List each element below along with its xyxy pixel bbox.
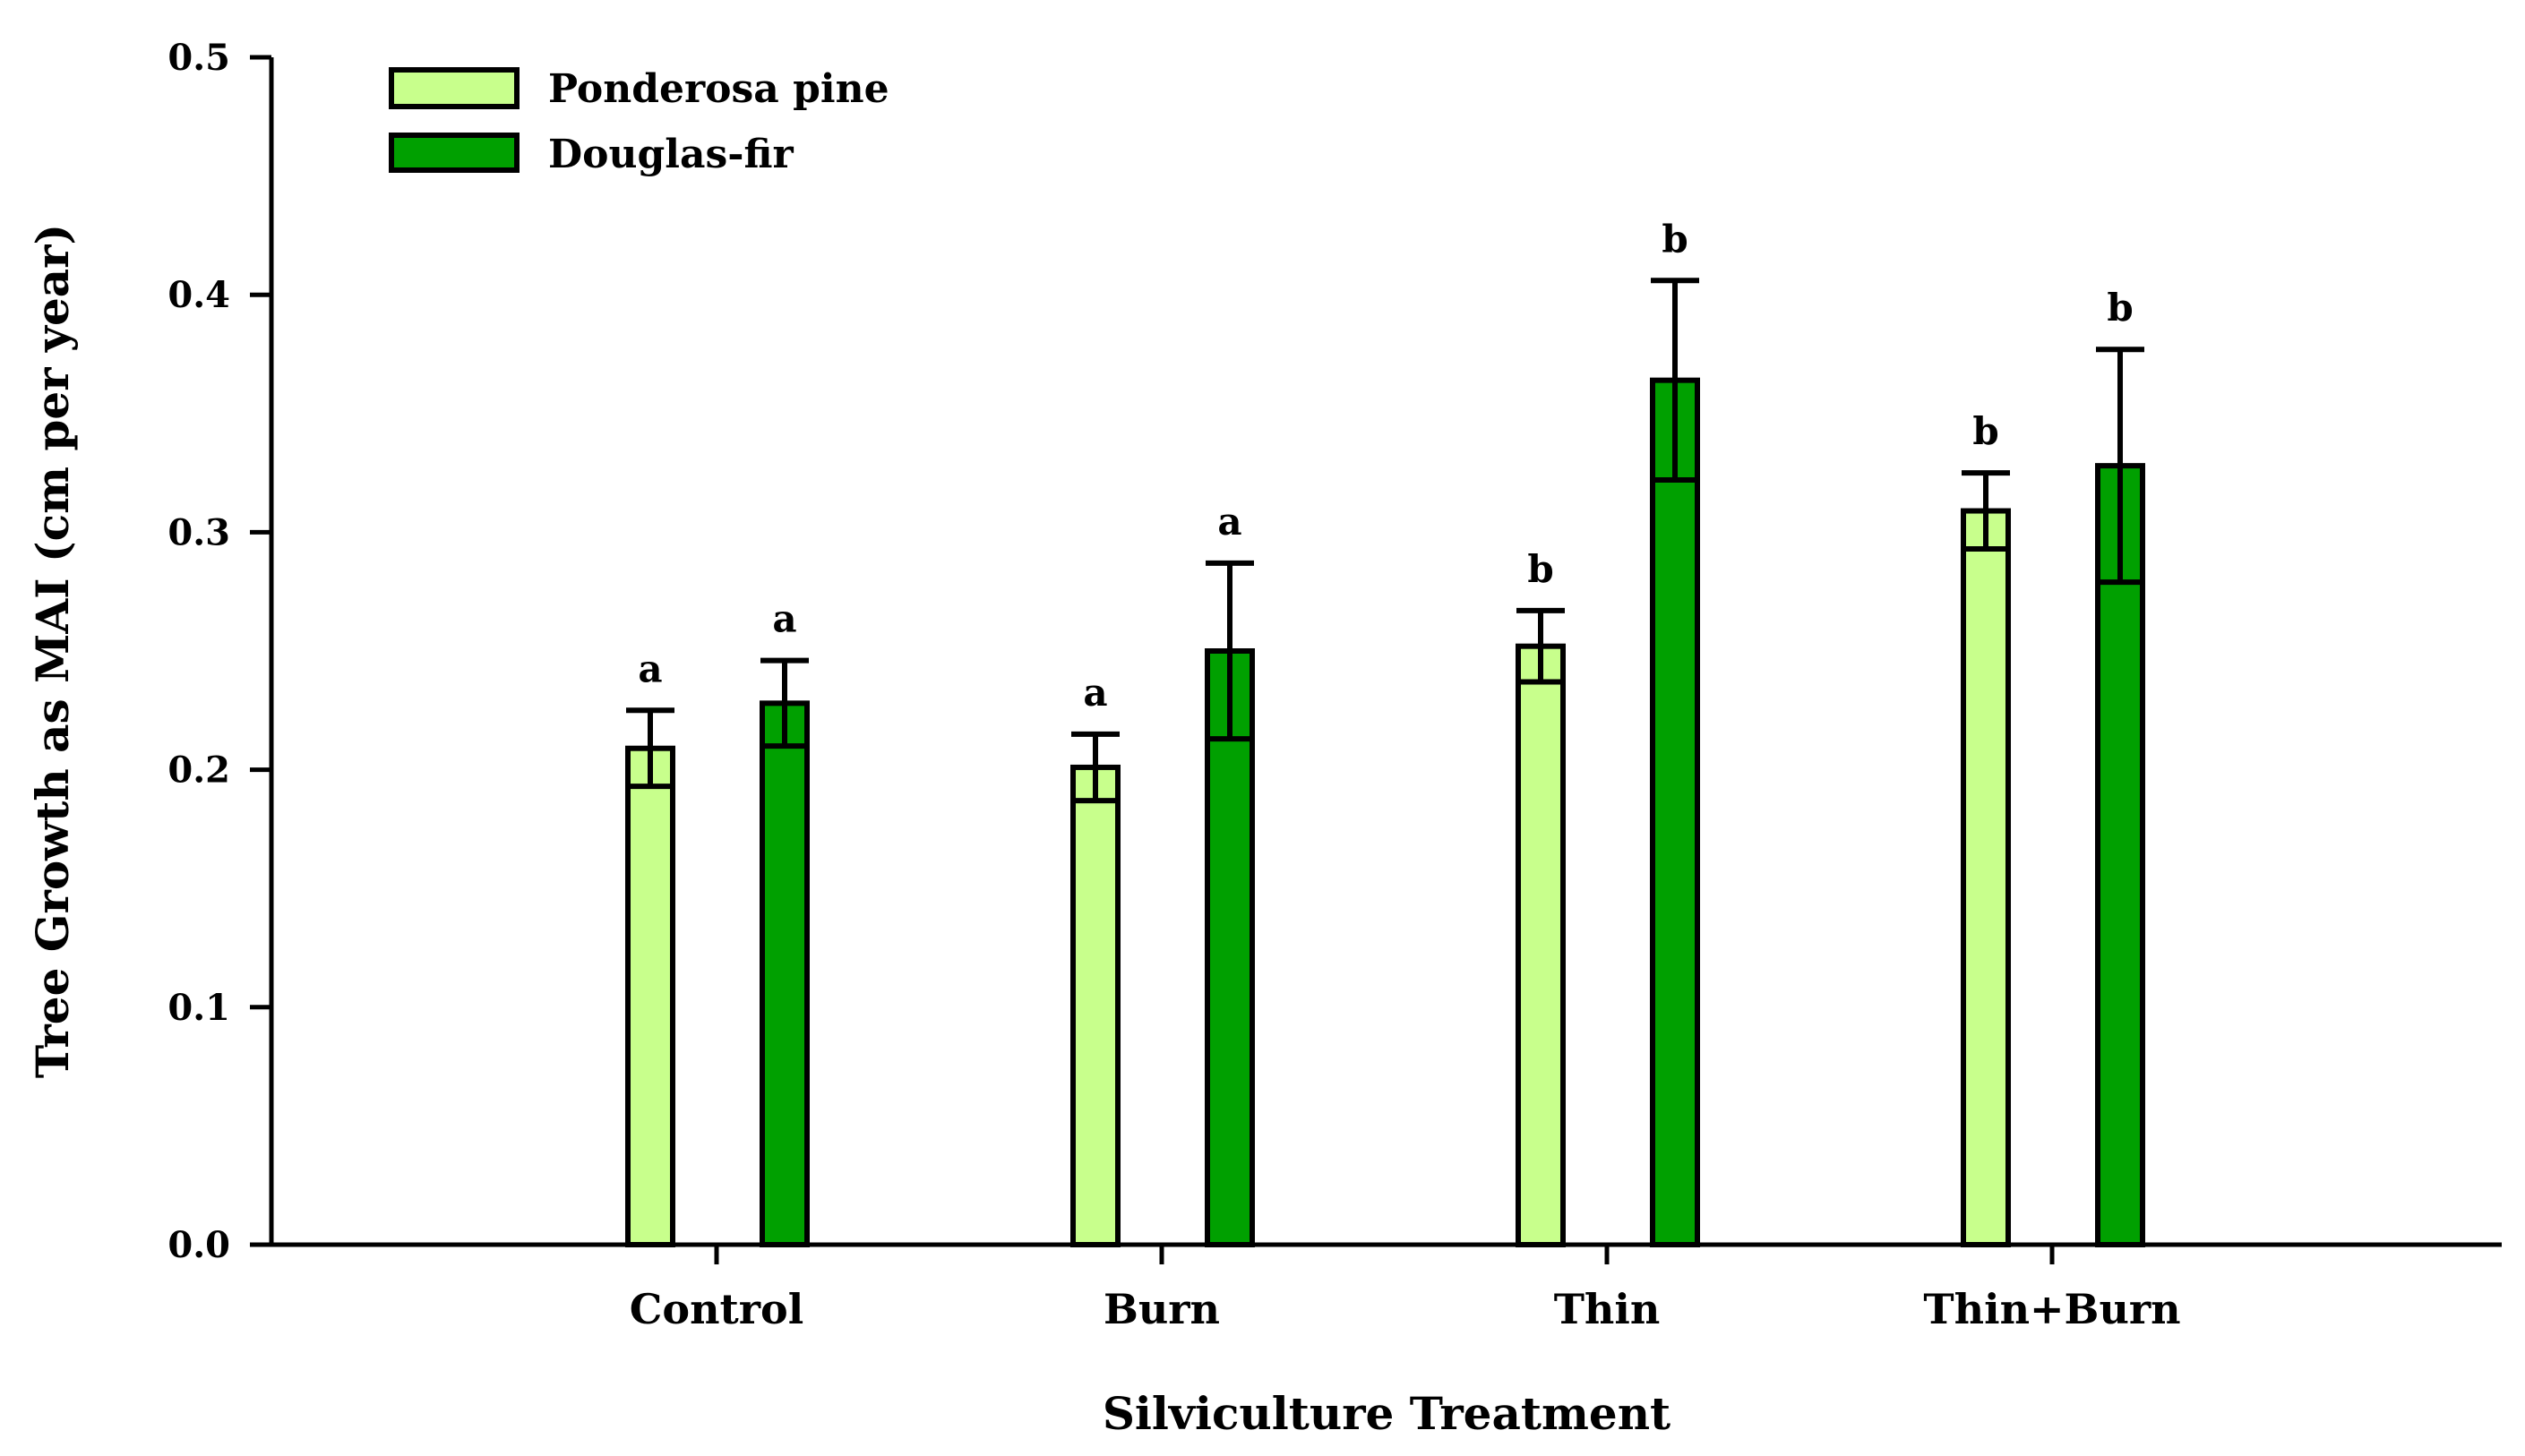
- bar-douglas-fir-thin: [1650, 377, 1700, 1247]
- significance-label-douglas-fir-control: a: [772, 597, 796, 641]
- significance-label-ponderosa-pine-burn: a: [1083, 671, 1107, 715]
- bar-ponderosa-pine-thin: [1516, 643, 1566, 1247]
- bar-ponderosa-pine-control: [625, 745, 675, 1247]
- significance-label-douglas-fir-burn: a: [1217, 500, 1241, 544]
- y-tick-label-4: 0.4: [167, 274, 230, 316]
- x-axis-title: Silviculture Treatment: [1103, 1387, 1670, 1440]
- y-tick-label-3: 0.3: [167, 511, 230, 553]
- bar-ponderosa-pine-thin-burn: [1961, 508, 2011, 1247]
- category-label-1: Burn: [1104, 1285, 1220, 1333]
- significance-label-douglas-fir-thin: b: [1662, 217, 1688, 261]
- legend-swatch-ponderosa-pine: [389, 67, 520, 109]
- significance-label-ponderosa-pine-thin: b: [1527, 547, 1553, 591]
- legend-label-ponderosa-pine: Ponderosa pine: [548, 66, 889, 112]
- y-tick-label-2: 0.2: [167, 749, 230, 792]
- significance-label-ponderosa-pine-control: a: [638, 647, 662, 690]
- legend-swatch-douglas-fir: [389, 133, 520, 173]
- legend: Ponderosa pine Douglas-fir: [389, 66, 889, 177]
- bar-douglas-fir-control: [760, 700, 810, 1247]
- y-axis-title: Tree Growth as MAI (cm per year): [26, 224, 79, 1078]
- y-tick-label-5: 0.5: [167, 37, 230, 79]
- bar-ponderosa-pine-burn: [1070, 764, 1121, 1247]
- y-tick-label-0: 0.0: [167, 1224, 230, 1266]
- legend-label-douglas-fir: Douglas-fir: [548, 132, 794, 177]
- significance-label-ponderosa-pine-thin-burn: b: [1972, 409, 1998, 453]
- category-label-0: Control: [630, 1285, 803, 1333]
- category-label-3: Thin+Burn: [1923, 1285, 2180, 1333]
- y-tick-label-1: 0.1: [167, 987, 230, 1029]
- significance-label-douglas-fir-thin-burn: b: [2107, 286, 2133, 330]
- plot-area: a a a a b b b b: [625, 217, 2145, 1247]
- category-label-2: Thin: [1554, 1285, 1661, 1333]
